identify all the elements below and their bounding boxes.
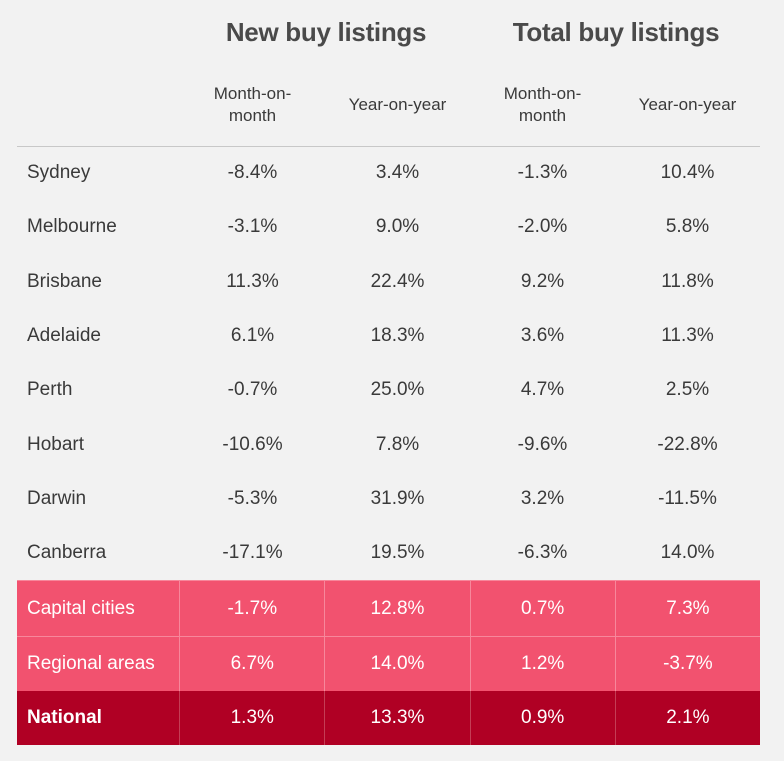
value-cell: 5.8% bbox=[665, 216, 710, 238]
row-label: Capital cities bbox=[17, 581, 180, 636]
value-cell: -5.3% bbox=[227, 487, 278, 509]
value-cell: 18.3% bbox=[370, 325, 425, 347]
value-cell: 11.3% bbox=[226, 270, 279, 292]
group-header-new-buy-listings: New buy listings bbox=[225, 17, 427, 47]
value-cell: 22.4% bbox=[370, 270, 425, 292]
value-cell: 25.0% bbox=[370, 379, 425, 401]
value-cell: -8.4% bbox=[227, 162, 278, 184]
value-cell: 0.9% bbox=[469, 690, 615, 746]
table-row: Melbourne -3.1% 9.0% -2.0% 5.8% bbox=[17, 200, 760, 254]
group-header-total-buy-listings: Total buy listings bbox=[512, 17, 720, 47]
value-cell: -1.7% bbox=[179, 581, 325, 636]
row-label: Darwin bbox=[27, 487, 87, 509]
value-cell: 14.0% bbox=[660, 542, 715, 564]
value-cell: -10.6% bbox=[222, 433, 283, 455]
value-cell: 4.7% bbox=[520, 379, 565, 401]
table-row: Canberra -17.1% 19.5% -6.3% 14.0% bbox=[17, 526, 760, 580]
value-cell: 7.8% bbox=[375, 433, 420, 455]
value-cell: -3.7% bbox=[614, 636, 760, 691]
value-cell: -22.8% bbox=[657, 433, 718, 455]
value-cell: 19.5% bbox=[370, 542, 425, 564]
table-row: Adelaide 6.1% 18.3% 3.6% 11.3% bbox=[17, 309, 760, 363]
value-cell: -3.1% bbox=[227, 216, 278, 238]
value-cell: -6.3% bbox=[517, 542, 568, 564]
value-cell: 14.0% bbox=[324, 636, 470, 691]
value-cell: -9.6% bbox=[517, 433, 568, 455]
row-label: National bbox=[17, 690, 180, 746]
value-cell: 3.4% bbox=[375, 162, 420, 184]
table-row: Perth -0.7% 25.0% 4.7% 2.5% bbox=[17, 363, 760, 417]
table-row: Capital cities -1.7% 12.8% 0.7% 7.3% bbox=[17, 580, 760, 636]
sub-header-total-mom: Month-on-month bbox=[503, 84, 582, 125]
value-cell: 6.7% bbox=[179, 636, 325, 691]
value-cell: -17.1% bbox=[222, 542, 283, 564]
row-label: Perth bbox=[27, 379, 73, 401]
value-cell: -2.0% bbox=[517, 216, 568, 238]
table-row: Regional areas 6.7% 14.0% 1.2% -3.7% bbox=[17, 635, 760, 691]
value-cell: -11.5% bbox=[658, 487, 717, 509]
row-label: Sydney bbox=[27, 162, 91, 184]
listings-table: Sydney -8.4% 3.4% -1.3% 10.4% Melbourne -3.1% 9… bbox=[17, 146, 760, 746]
value-cell: 3.6% bbox=[520, 325, 565, 347]
row-label: Regional areas bbox=[17, 636, 180, 691]
value-cell: 13.3% bbox=[324, 690, 470, 746]
value-cell: -0.7% bbox=[227, 379, 278, 401]
table-row: Hobart -10.6% 7.8% -9.6% -22.8% bbox=[17, 417, 760, 471]
sub-header-new-yoy: Year-on-year bbox=[348, 95, 447, 114]
value-cell: 11.8% bbox=[661, 270, 714, 292]
value-cell: -1.3% bbox=[517, 162, 568, 184]
row-label: Melbourne bbox=[27, 216, 117, 238]
value-cell: 0.7% bbox=[469, 581, 615, 636]
table-row: Darwin -5.3% 31.9% 3.2% -11.5% bbox=[17, 472, 760, 526]
row-label: Brisbane bbox=[27, 270, 102, 292]
table-row: Brisbane 11.3% 22.4% 9.2% 11.8% bbox=[17, 255, 760, 309]
value-cell: 6.1% bbox=[230, 325, 275, 347]
value-cell: 11.3% bbox=[661, 325, 714, 347]
value-cell: 7.3% bbox=[614, 581, 760, 636]
sub-header-total-yoy: Year-on-year bbox=[638, 95, 737, 114]
value-cell: 1.3% bbox=[179, 690, 325, 746]
value-cell: 9.2% bbox=[520, 270, 565, 292]
value-cell: 2.5% bbox=[665, 379, 710, 401]
value-cell: 31.9% bbox=[370, 487, 425, 509]
table-row: National 1.3% 13.3% 0.9% 2.1% bbox=[17, 690, 760, 746]
row-label: Canberra bbox=[27, 542, 107, 564]
row-label: Hobart bbox=[27, 433, 85, 455]
row-label: Adelaide bbox=[27, 325, 101, 347]
sub-header-new-mom: Month-on-month bbox=[213, 84, 292, 125]
header-divider bbox=[17, 146, 760, 147]
value-cell: 9.0% bbox=[375, 216, 420, 238]
value-cell: 12.8% bbox=[324, 581, 470, 636]
table-row: Sydney -8.4% 3.4% -1.3% 10.4% bbox=[17, 146, 760, 200]
value-cell: 2.1% bbox=[614, 690, 760, 746]
value-cell: 10.4% bbox=[660, 162, 715, 184]
value-cell: 1.2% bbox=[469, 636, 615, 691]
value-cell: 3.2% bbox=[520, 487, 565, 509]
